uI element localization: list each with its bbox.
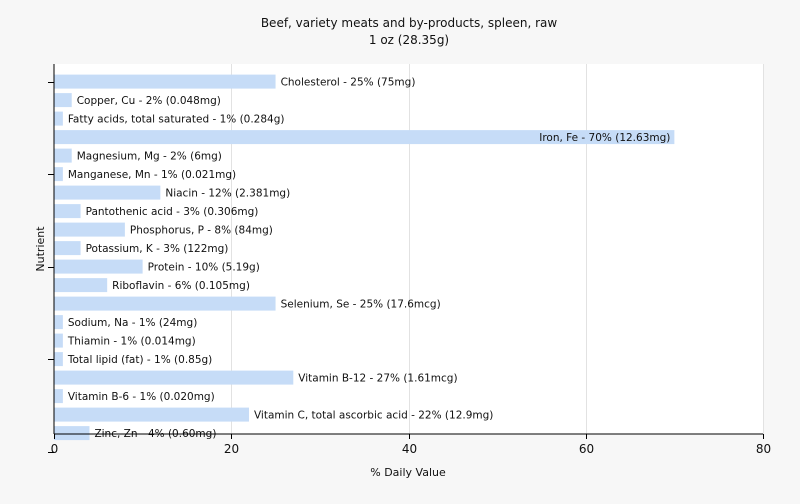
axes xyxy=(53,64,763,435)
data-label: Cholesterol - 25% (75mg) xyxy=(281,77,416,89)
data-label: Magnesium, Mg - 2% (6mg) xyxy=(77,151,222,163)
bar xyxy=(54,407,249,422)
data-label: Niacin - 12% (2.381mg) xyxy=(165,188,290,200)
data-label: Riboflavin - 6% (0.105mg) xyxy=(112,280,250,292)
bar xyxy=(54,333,63,348)
data-label: Thiamin - 1% (0.014mg) xyxy=(67,336,196,348)
bar xyxy=(54,278,108,293)
chart-subtitle: 1 oz (28.35g) xyxy=(369,33,449,47)
bar xyxy=(54,315,63,330)
y-axis-label: Nutrient xyxy=(34,226,47,272)
data-label: Iron, Fe - 70% (12.63mg) xyxy=(539,132,670,144)
x-axis-label: % Daily Value xyxy=(370,466,446,479)
bar xyxy=(54,222,125,237)
bar xyxy=(54,389,63,404)
data-label: Pantothenic acid - 3% (0.306mg) xyxy=(86,206,259,218)
data-label: Total lipid (fat) - 1% (0.85g) xyxy=(67,354,212,366)
x-tick-label: 0 xyxy=(51,442,59,456)
data-label: Fatty acids, total saturated - 1% (0.284… xyxy=(68,114,285,126)
data-label: Protein - 10% (5.19g) xyxy=(148,262,260,274)
bar xyxy=(54,370,294,385)
bar xyxy=(54,241,81,256)
bar xyxy=(54,74,276,89)
bar xyxy=(54,259,143,274)
x-tick-label: 80 xyxy=(756,442,771,456)
data-label: Copper, Cu - 2% (0.048mg) xyxy=(77,95,221,107)
data-label: Sodium, Na - 1% (24mg) xyxy=(68,317,197,329)
bar xyxy=(54,352,63,367)
data-label: Vitamin C, total ascorbic acid - 22% (12… xyxy=(254,410,493,422)
bar xyxy=(54,93,72,108)
data-label: Phosphorus, P - 8% (84mg) xyxy=(130,225,273,237)
bar xyxy=(54,130,675,145)
bar xyxy=(54,296,276,311)
x-tick-label: 20 xyxy=(224,442,239,456)
data-label: Manganese, Mn - 1% (0.021mg) xyxy=(68,169,236,181)
data-label: Selenium, Se - 25% (17.6mcg) xyxy=(281,299,441,311)
data-label: Vitamin B-12 - 27% (1.61mcg) xyxy=(298,373,457,385)
x-tick-label: 40 xyxy=(402,442,417,456)
bar xyxy=(54,148,72,163)
data-label: Potassium, K - 3% (122mg) xyxy=(86,243,229,255)
bar xyxy=(54,426,90,441)
bar xyxy=(54,185,161,200)
bar xyxy=(54,167,63,182)
bars: Cholesterol - 25% (75mg) Copper, Cu - 2% … xyxy=(54,74,675,441)
x-ticks: 0 20 40 60 80 xyxy=(48,82,771,456)
chart-title: Beef, variety meats and by-products, spl… xyxy=(261,16,558,30)
x-tick-label: 60 xyxy=(579,442,594,456)
bar xyxy=(54,111,63,126)
data-label: Vitamin B-6 - 1% (0.020mg) xyxy=(68,391,215,403)
bar xyxy=(54,204,81,219)
